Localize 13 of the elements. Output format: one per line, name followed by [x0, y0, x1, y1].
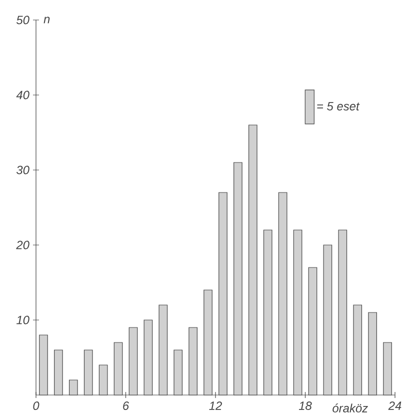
x-axis-title: óraköz — [332, 404, 368, 412]
y-tick-label: 50 — [16, 16, 30, 24]
x-tick-label: 12 — [209, 402, 222, 410]
x-tick-label: 0 — [33, 402, 40, 410]
x-tick-label: 18 — [298, 402, 312, 410]
x-tick-label: 24 — [388, 402, 402, 410]
y-tick-label: 10 — [16, 316, 30, 324]
text: = 5 eset — [317, 102, 360, 110]
y-tick-label: 20 — [16, 240, 30, 250]
y-tick-label: 30 — [16, 166, 30, 174]
x-tick-label: 6 — [123, 402, 130, 410]
y-tick-label: 40 — [16, 90, 30, 100]
y-axis-title: n — [44, 16, 50, 24]
